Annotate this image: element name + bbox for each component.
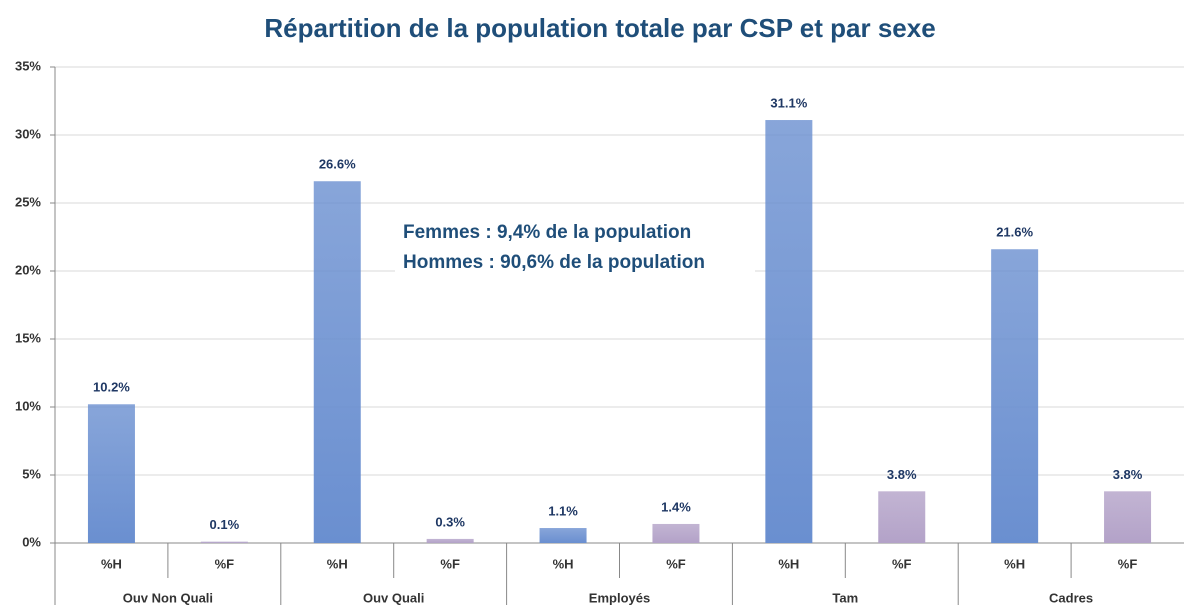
bar — [765, 120, 813, 543]
data-label: 3.8% — [1113, 467, 1143, 482]
annotation: Femmes : 9,4% de la population — [403, 222, 691, 243]
data-label: 10.2% — [93, 380, 130, 395]
data-label: 0.3% — [435, 514, 465, 529]
y-tick-label: 15% — [15, 330, 41, 345]
data-label: 3.8% — [887, 467, 917, 482]
x-tick-label: %F — [215, 556, 235, 571]
y-tick-label: 0% — [22, 534, 41, 549]
x-tick-label: %F — [440, 556, 460, 571]
data-label: 21.6% — [996, 225, 1033, 240]
x-tick-label: %H — [553, 556, 574, 571]
x-group-label: Employés — [589, 590, 650, 605]
x-tick-label: %H — [778, 556, 799, 571]
y-tick-label: 25% — [15, 194, 41, 209]
x-tick-label: %F — [666, 556, 686, 571]
bar — [200, 541, 248, 543]
bar — [878, 491, 926, 543]
annotation-box — [395, 214, 755, 282]
bar — [313, 181, 361, 544]
x-group-label: Cadres — [1049, 590, 1093, 605]
bar — [87, 404, 135, 543]
data-label: 1.4% — [661, 499, 691, 514]
data-label: 31.1% — [770, 95, 807, 110]
data-label: 1.1% — [548, 503, 578, 518]
x-group-label: Ouv Non Quali — [123, 590, 213, 605]
x-tick-label: %H — [1004, 556, 1025, 571]
x-tick-label: %F — [1118, 556, 1138, 571]
bar — [426, 538, 474, 543]
x-tick-label: %H — [101, 556, 122, 571]
data-label: 0.1% — [210, 517, 240, 532]
x-tick-label: %F — [892, 556, 912, 571]
bar — [991, 249, 1039, 544]
y-tick-label: 10% — [15, 398, 41, 413]
y-tick-label: 35% — [15, 58, 41, 73]
bar — [652, 523, 700, 543]
annotation: Hommes : 90,6% de la population — [403, 252, 705, 273]
chart-title: Répartition de la population totale par … — [264, 13, 935, 43]
bar — [539, 528, 587, 543]
data-label: 26.6% — [319, 157, 356, 172]
bar — [1104, 491, 1152, 543]
y-tick-label: 20% — [15, 262, 41, 277]
y-tick-label: 5% — [22, 466, 41, 481]
y-tick-label: 30% — [15, 126, 41, 141]
x-tick-label: %H — [327, 556, 348, 571]
x-group-label: Ouv Quali — [363, 590, 424, 605]
x-group-label: Tam — [832, 590, 858, 605]
